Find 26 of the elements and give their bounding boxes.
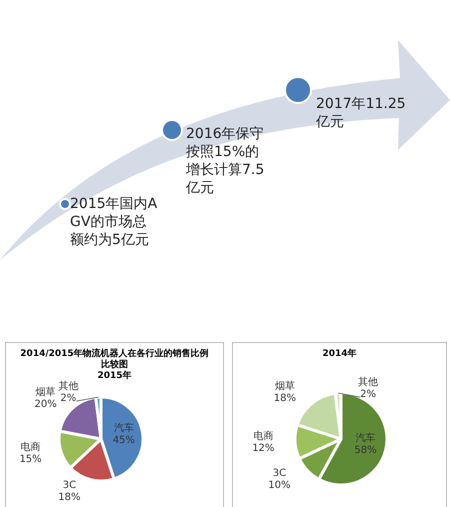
data-label: 58% (354, 445, 377, 458)
slice-label: 其他 (58, 381, 78, 394)
slice-label: 3C (62, 480, 78, 492)
slice-label: 汽车 (112, 423, 135, 436)
data-label: 18% (58, 492, 81, 504)
slice-label: 其他 (358, 377, 378, 390)
slice-label: 电商 (252, 430, 274, 443)
data-label: 18% (274, 392, 296, 405)
chart-subtitle: 2015年 (96, 371, 133, 382)
text: 2015年国内AGV的市场总额约为5亿元 (70, 195, 158, 249)
slice-label: 烟草 (34, 387, 57, 400)
data-label: 12% (252, 442, 274, 455)
slice-label: 烟草 (274, 380, 296, 393)
text: 2016年保守按照15%的增长计算7.5亿元 (186, 125, 266, 197)
chart-title: 2014年 (321, 349, 358, 360)
data-label: 2% (59, 393, 78, 406)
data-label: 20% (34, 399, 57, 412)
chart-title: 2014/2015年物流机器人在各行业的销售比例比较图 (19, 349, 210, 370)
data-label: 15% (19, 454, 42, 466)
data-label: 45% (112, 435, 135, 448)
slice-label: 汽车 (354, 433, 376, 446)
data-label: 10% (268, 480, 291, 492)
text: 2017年11.25亿元 (316, 95, 407, 131)
slice-label: 3C (272, 468, 288, 480)
slice-label: 电商 (20, 442, 42, 454)
data-label: 2% (359, 389, 378, 402)
